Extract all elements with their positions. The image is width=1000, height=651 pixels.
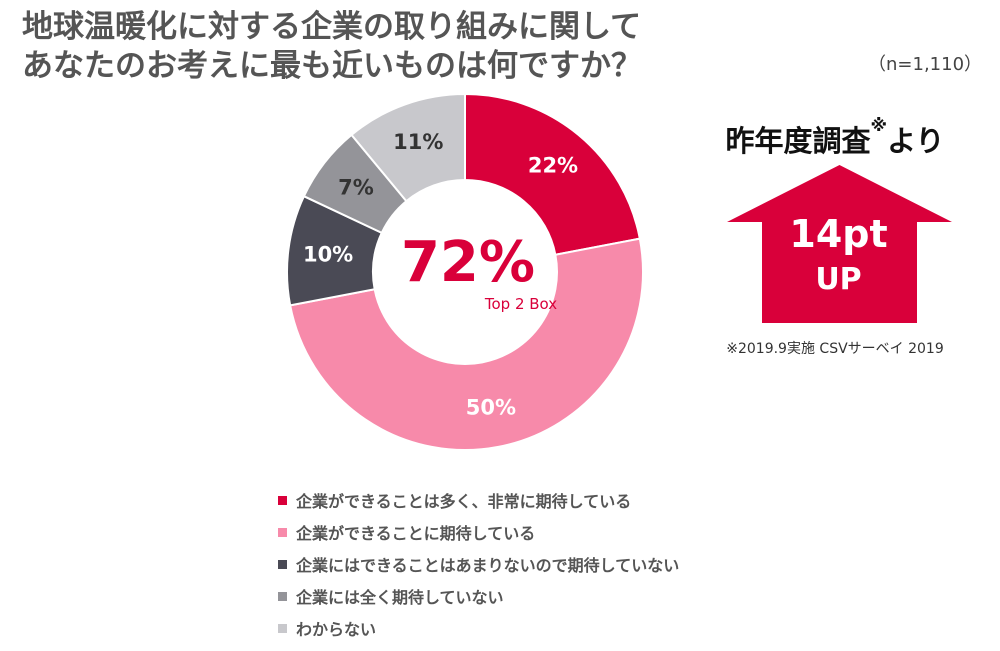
comparison-heading-text: 昨年度調査 — [725, 124, 871, 158]
chart-title: 地球温暖化に対する企業の取り組みに関して あなたのお考えに最も近いものは何ですか… — [22, 8, 642, 86]
legend-swatch-3 — [278, 559, 287, 569]
chart-title-line-2: あなたのお考えに最も近いものは何ですか？ — [22, 48, 642, 84]
legend-swatch-1 — [278, 495, 287, 505]
donut-slice-labels: 22% 50% 10% 7% 11% — [303, 130, 578, 419]
legend-item-3: 企業にはできることはあまりないので期待していない — [278, 548, 679, 580]
increase-value: 14pt — [789, 212, 888, 256]
slice-label-2: 50% — [466, 396, 516, 420]
chart-title-line-1: 地球温暖化に対する企業の取り組みに関して — [22, 9, 642, 45]
legend-label-4: 企業には全く期待していない — [296, 588, 504, 607]
survey-footnote: ※2019.9実施 CSVサーベイ 2019 — [726, 341, 944, 357]
donut-slice-1 — [464, 92, 642, 256]
legend-item-4: 企業には全く期待していない — [278, 580, 679, 612]
donut-slice-5 — [350, 92, 466, 203]
slice-label-5: 11% — [393, 130, 443, 154]
footnote-mark: ※ — [870, 116, 888, 136]
donut-chart: 22% 50% 10% 7% 11% 72% Top 2 Box — [286, 92, 644, 451]
legend-item-1: 企業ができることは多く、非常に期待している — [278, 484, 679, 516]
legend-swatch-4 — [278, 591, 287, 601]
slice-label-1: 22% — [528, 154, 578, 178]
legend-swatch-2 — [278, 527, 287, 537]
slice-label-3: 10% — [303, 243, 353, 267]
donut-slices — [286, 92, 644, 451]
up-arrow-icon — [727, 165, 952, 323]
legend-item-2: 企業ができることに期待している — [278, 516, 679, 548]
chart-legend: 企業ができることは多く、非常に期待している 企業ができることに期待している 企業には… — [278, 484, 679, 644]
legend-label-5: わからない — [296, 620, 377, 639]
top2box-value: 72% — [401, 230, 535, 295]
comparison-heading: 昨年度調査※より — [700, 116, 970, 160]
legend-label-3: 企業にはできることはあまりないので期待していない — [296, 556, 680, 575]
donut-slice-2 — [288, 237, 644, 451]
up-arrow-shape — [727, 165, 952, 323]
legend-label-1: 企業ができることは多く、非常に期待している — [296, 492, 632, 511]
legend-label-2: 企業ができることに期待している — [296, 524, 536, 543]
sample-size: （n=1,110） — [868, 54, 983, 75]
slice-label-4: 7% — [338, 175, 374, 199]
top2box-label: Top 2 Box — [484, 295, 557, 313]
comparison-heading-suffix: より — [887, 124, 945, 158]
legend-swatch-5 — [278, 623, 287, 633]
legend-item-5: わからない — [278, 612, 679, 644]
increase-unit: UP — [815, 262, 862, 297]
